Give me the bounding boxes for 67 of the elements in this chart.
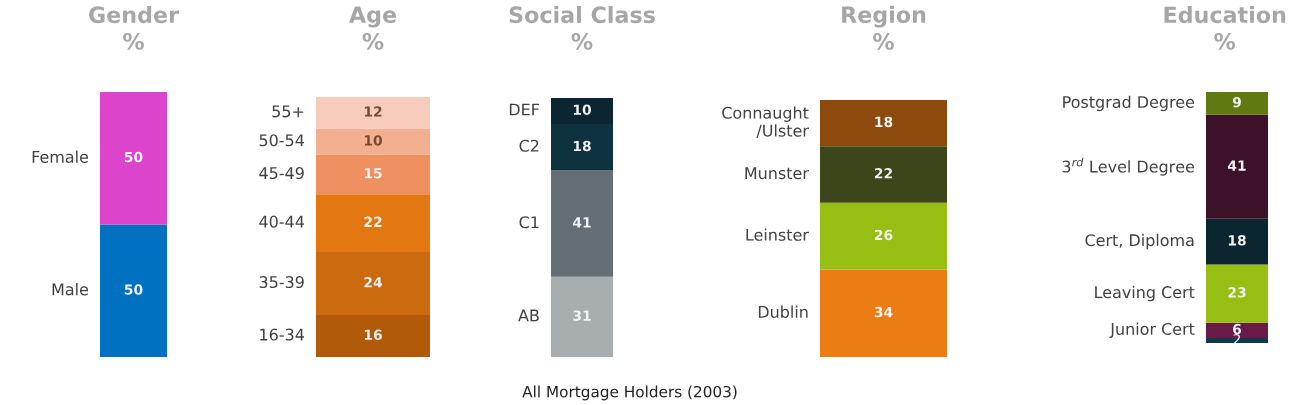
series-label: 40-44 — [259, 215, 304, 228]
series-label: Connaught /Ulster — [722, 106, 809, 138]
bar — [316, 97, 430, 129]
bar — [1206, 114, 1268, 219]
chart-title: Gender % — [89, 5, 179, 50]
series-label: 55+ — [272, 105, 304, 118]
series-label: DEF — [509, 103, 539, 116]
data-label: 10 — [364, 135, 382, 146]
bar — [1206, 218, 1268, 265]
series-label: Dublin — [758, 305, 808, 318]
series-label: Junior Cert — [1109, 322, 1195, 338]
bar — [316, 128, 430, 155]
data-label: 18 — [875, 116, 893, 128]
data-label: 41 — [572, 217, 591, 228]
bar — [316, 154, 430, 195]
data-label: 24 — [364, 276, 383, 288]
series-label: 3$^{rd}$ Level Degree — [1062, 157, 1195, 176]
bar — [820, 100, 947, 147]
series-label: Leinster — [746, 228, 809, 241]
data-label: 31 — [573, 310, 591, 321]
data-label: 50 — [124, 151, 143, 163]
series-label: Male — [52, 283, 89, 296]
bar — [820, 202, 947, 270]
data-label: 18 — [1228, 235, 1246, 246]
series-label: 45-49 — [259, 167, 304, 180]
bar — [551, 123, 613, 171]
data-label: 18 — [573, 140, 591, 152]
bar — [551, 276, 613, 357]
data-label: 22 — [874, 168, 892, 179]
data-label: 50 — [124, 284, 143, 295]
data-label: 10 — [573, 104, 591, 115]
series-label: Munster — [745, 167, 809, 180]
series-label: C1 — [519, 216, 539, 229]
bar — [551, 98, 613, 124]
data-label: 41 — [1227, 160, 1246, 171]
bar — [316, 314, 430, 357]
data-label: 22 — [364, 216, 382, 227]
data-label: 12 — [364, 106, 382, 117]
data-label: 2 — [1233, 333, 1241, 345]
series-label: Leaving Cert — [1095, 285, 1195, 302]
bar — [1206, 92, 1268, 115]
series-label: AB — [518, 309, 539, 322]
data-label: 23 — [1228, 287, 1246, 298]
data-label: 26 — [874, 229, 893, 241]
chart-title: Social Class % — [509, 5, 655, 50]
series-label: 16-34 — [260, 328, 304, 341]
series-label: Postgrad Degree — [1063, 95, 1195, 112]
data-label: 6 — [1233, 323, 1242, 335]
bar — [316, 251, 430, 315]
bar — [820, 269, 947, 357]
bar — [316, 194, 430, 252]
data-label: 34 — [874, 306, 893, 318]
data-label: 15 — [364, 168, 382, 179]
series-label: C2 — [519, 139, 539, 152]
data-label: 9 — [1232, 96, 1241, 108]
series-label: Cert, Diploma — [1085, 233, 1194, 250]
chart-title: Region % — [842, 5, 926, 50]
data-label: 16 — [364, 329, 382, 341]
chart-title: Education % — [1164, 5, 1286, 50]
series-label: 50-54 — [259, 134, 304, 147]
text: All Mortgage Holders (2003) — [522, 385, 737, 401]
bar — [820, 146, 947, 203]
chart-title: Age % — [349, 6, 397, 50]
bar — [551, 170, 613, 277]
series-label: Female — [32, 150, 89, 163]
series-label: 35-39 — [259, 276, 304, 289]
bar — [1206, 264, 1268, 323]
